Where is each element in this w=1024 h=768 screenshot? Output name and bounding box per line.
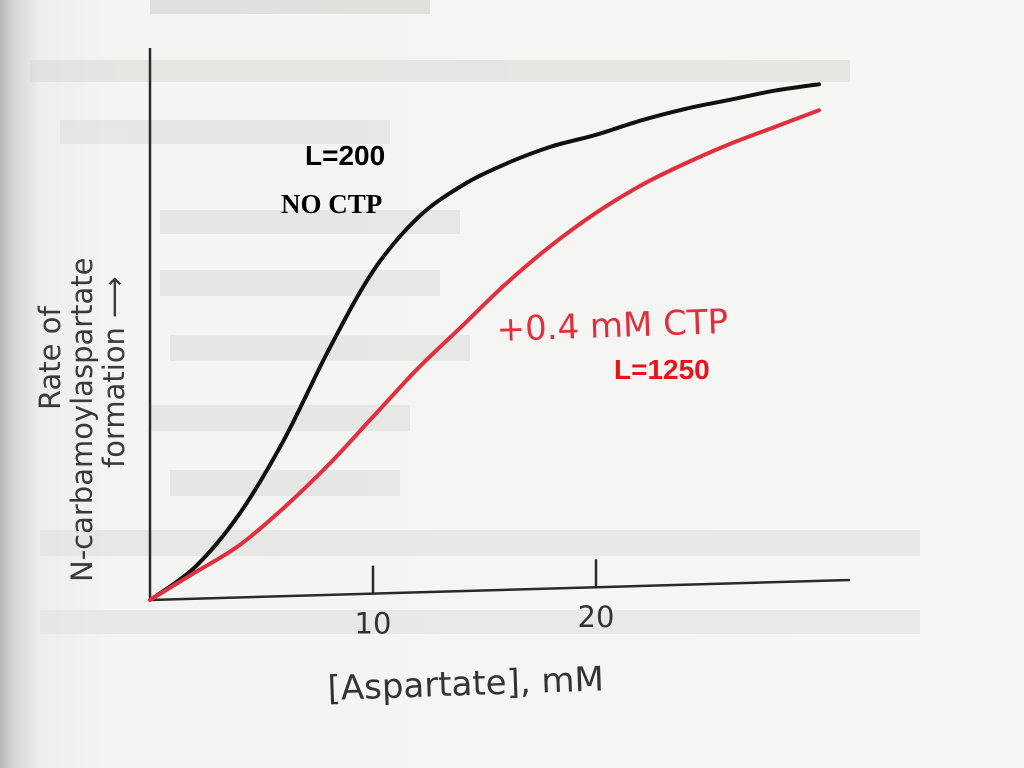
x-ticks: 10 20 — [355, 559, 615, 641]
y-axis-label-line1: Rate of — [33, 306, 67, 410]
y-axis-label: Rate of N-carbamoylaspartate formation ⟶ — [33, 257, 131, 582]
x-axis-label: [Aspartate], mM — [327, 659, 605, 709]
series-line-no-ctp — [148, 82, 821, 602]
annotation-ctp: +0.4 mM CTP — [496, 302, 729, 350]
annotation-no-ctp: NO CTP — [281, 189, 382, 219]
annotation-l200: L=200 — [305, 140, 385, 171]
x-axis — [149, 578, 851, 602]
y-axis-label-line3: formation ⟶ — [97, 276, 131, 468]
annotation-l1250: L=1250 — [614, 354, 710, 385]
y-axis-label-line2: N-carbamoylaspartate — [65, 257, 99, 582]
series-line-ctp — [148, 108, 821, 602]
x-tick-label-20: 20 — [578, 600, 615, 634]
bleed-through-texture — [30, 0, 920, 634]
x-tick-label-10: 10 — [355, 607, 392, 641]
